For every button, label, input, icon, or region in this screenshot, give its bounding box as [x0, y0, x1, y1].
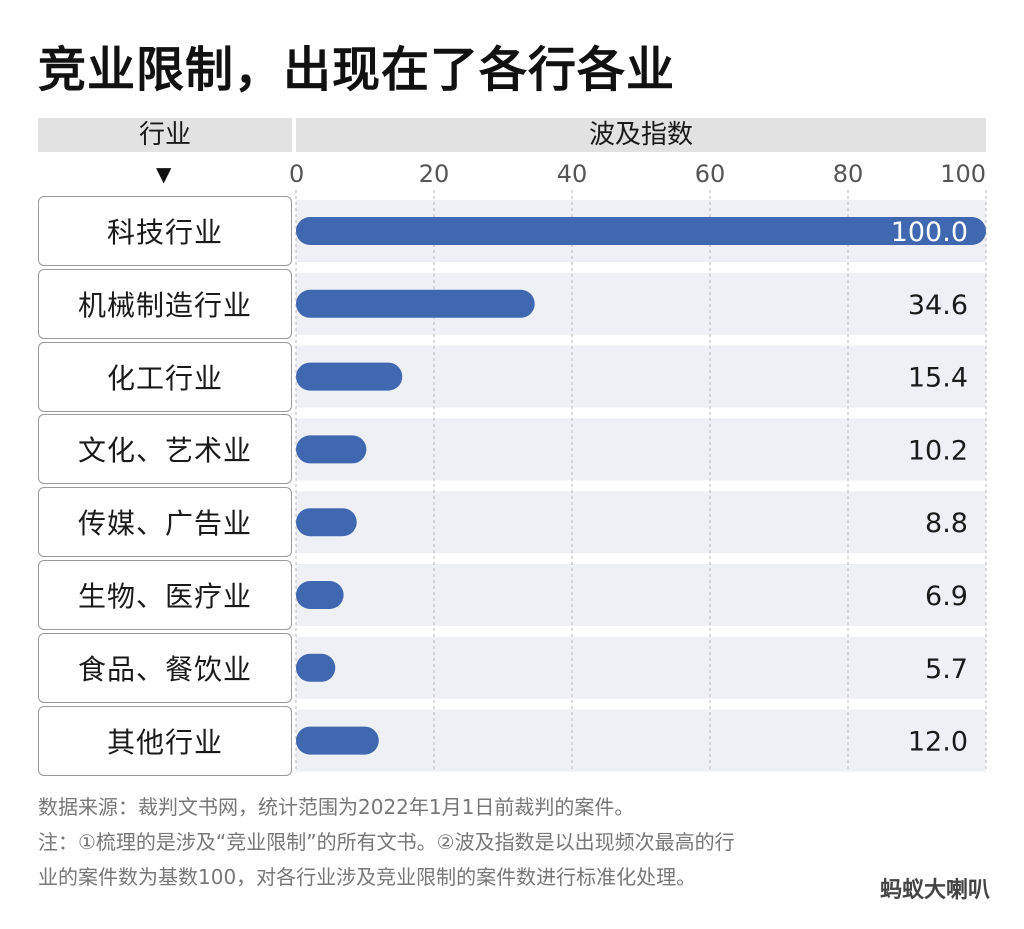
- bar: [296, 289, 535, 318]
- note-line-2: 业的案件数为基数100，对各行业涉及竞业限制的案件数进行标准化处理。: [38, 865, 697, 889]
- bar: [296, 435, 367, 464]
- row-band: [296, 636, 986, 699]
- value-label: 34.6: [908, 290, 968, 321]
- row-band: [296, 345, 986, 408]
- bar: [296, 362, 403, 391]
- row-band: [296, 491, 986, 554]
- source-line: 数据来源：裁判文书网，统计范围为2022年1月1日前裁判的案件。: [38, 795, 635, 819]
- category-label: 科技行业: [38, 196, 292, 266]
- value-label: 8.8: [925, 508, 968, 539]
- category-label: 其他行业: [38, 705, 292, 776]
- row-band: [296, 709, 986, 772]
- value-label: 6.9: [925, 581, 968, 612]
- bar: [296, 217, 986, 245]
- category-label: 食品、餐饮业: [38, 632, 292, 703]
- category-label: 生物、医疗业: [38, 560, 292, 630]
- value-label: 100.0: [891, 217, 968, 248]
- x-tick-label: 60: [695, 160, 726, 188]
- value-label: 5.7: [925, 654, 968, 685]
- category-label: 文化、艺术业: [38, 414, 292, 485]
- value-label: 12.0: [908, 727, 968, 758]
- row-band: [296, 418, 986, 481]
- x-tick-label: 80: [833, 160, 864, 188]
- x-tick-label: 100: [940, 160, 986, 188]
- chart-title: 竞业限制，出现在了各行各业: [38, 42, 676, 98]
- category-label: 机械制造行业: [38, 268, 292, 339]
- x-tick-label: 20: [419, 160, 450, 188]
- bar: [296, 726, 379, 755]
- value-column-header: 波及指数: [296, 118, 986, 152]
- bar: [296, 508, 357, 537]
- category-label: 化工行业: [38, 341, 292, 412]
- row-band: [296, 564, 986, 626]
- bar: [296, 653, 336, 682]
- category-column-header: 行业: [38, 118, 292, 152]
- footnote: 数据来源：裁判文书网，统计范围为2022年1月1日前裁判的案件。 注：①梳理的是…: [38, 790, 998, 895]
- sort-down-arrow-icon: ▼: [156, 162, 172, 186]
- watermark-logo: 蚂蚁大喇叭: [879, 878, 990, 903]
- value-label: 15.4: [908, 363, 968, 394]
- value-label: 10.2: [908, 435, 968, 466]
- x-tick-label: 40: [557, 160, 588, 188]
- bar: [296, 581, 344, 609]
- note-line-1: 注：①梳理的是涉及“竞业限制”的所有文书。②波及指数是以出现频次最高的行: [38, 830, 735, 854]
- category-label: 传媒、广告业: [38, 487, 292, 558]
- x-tick-label: 0: [289, 160, 304, 188]
